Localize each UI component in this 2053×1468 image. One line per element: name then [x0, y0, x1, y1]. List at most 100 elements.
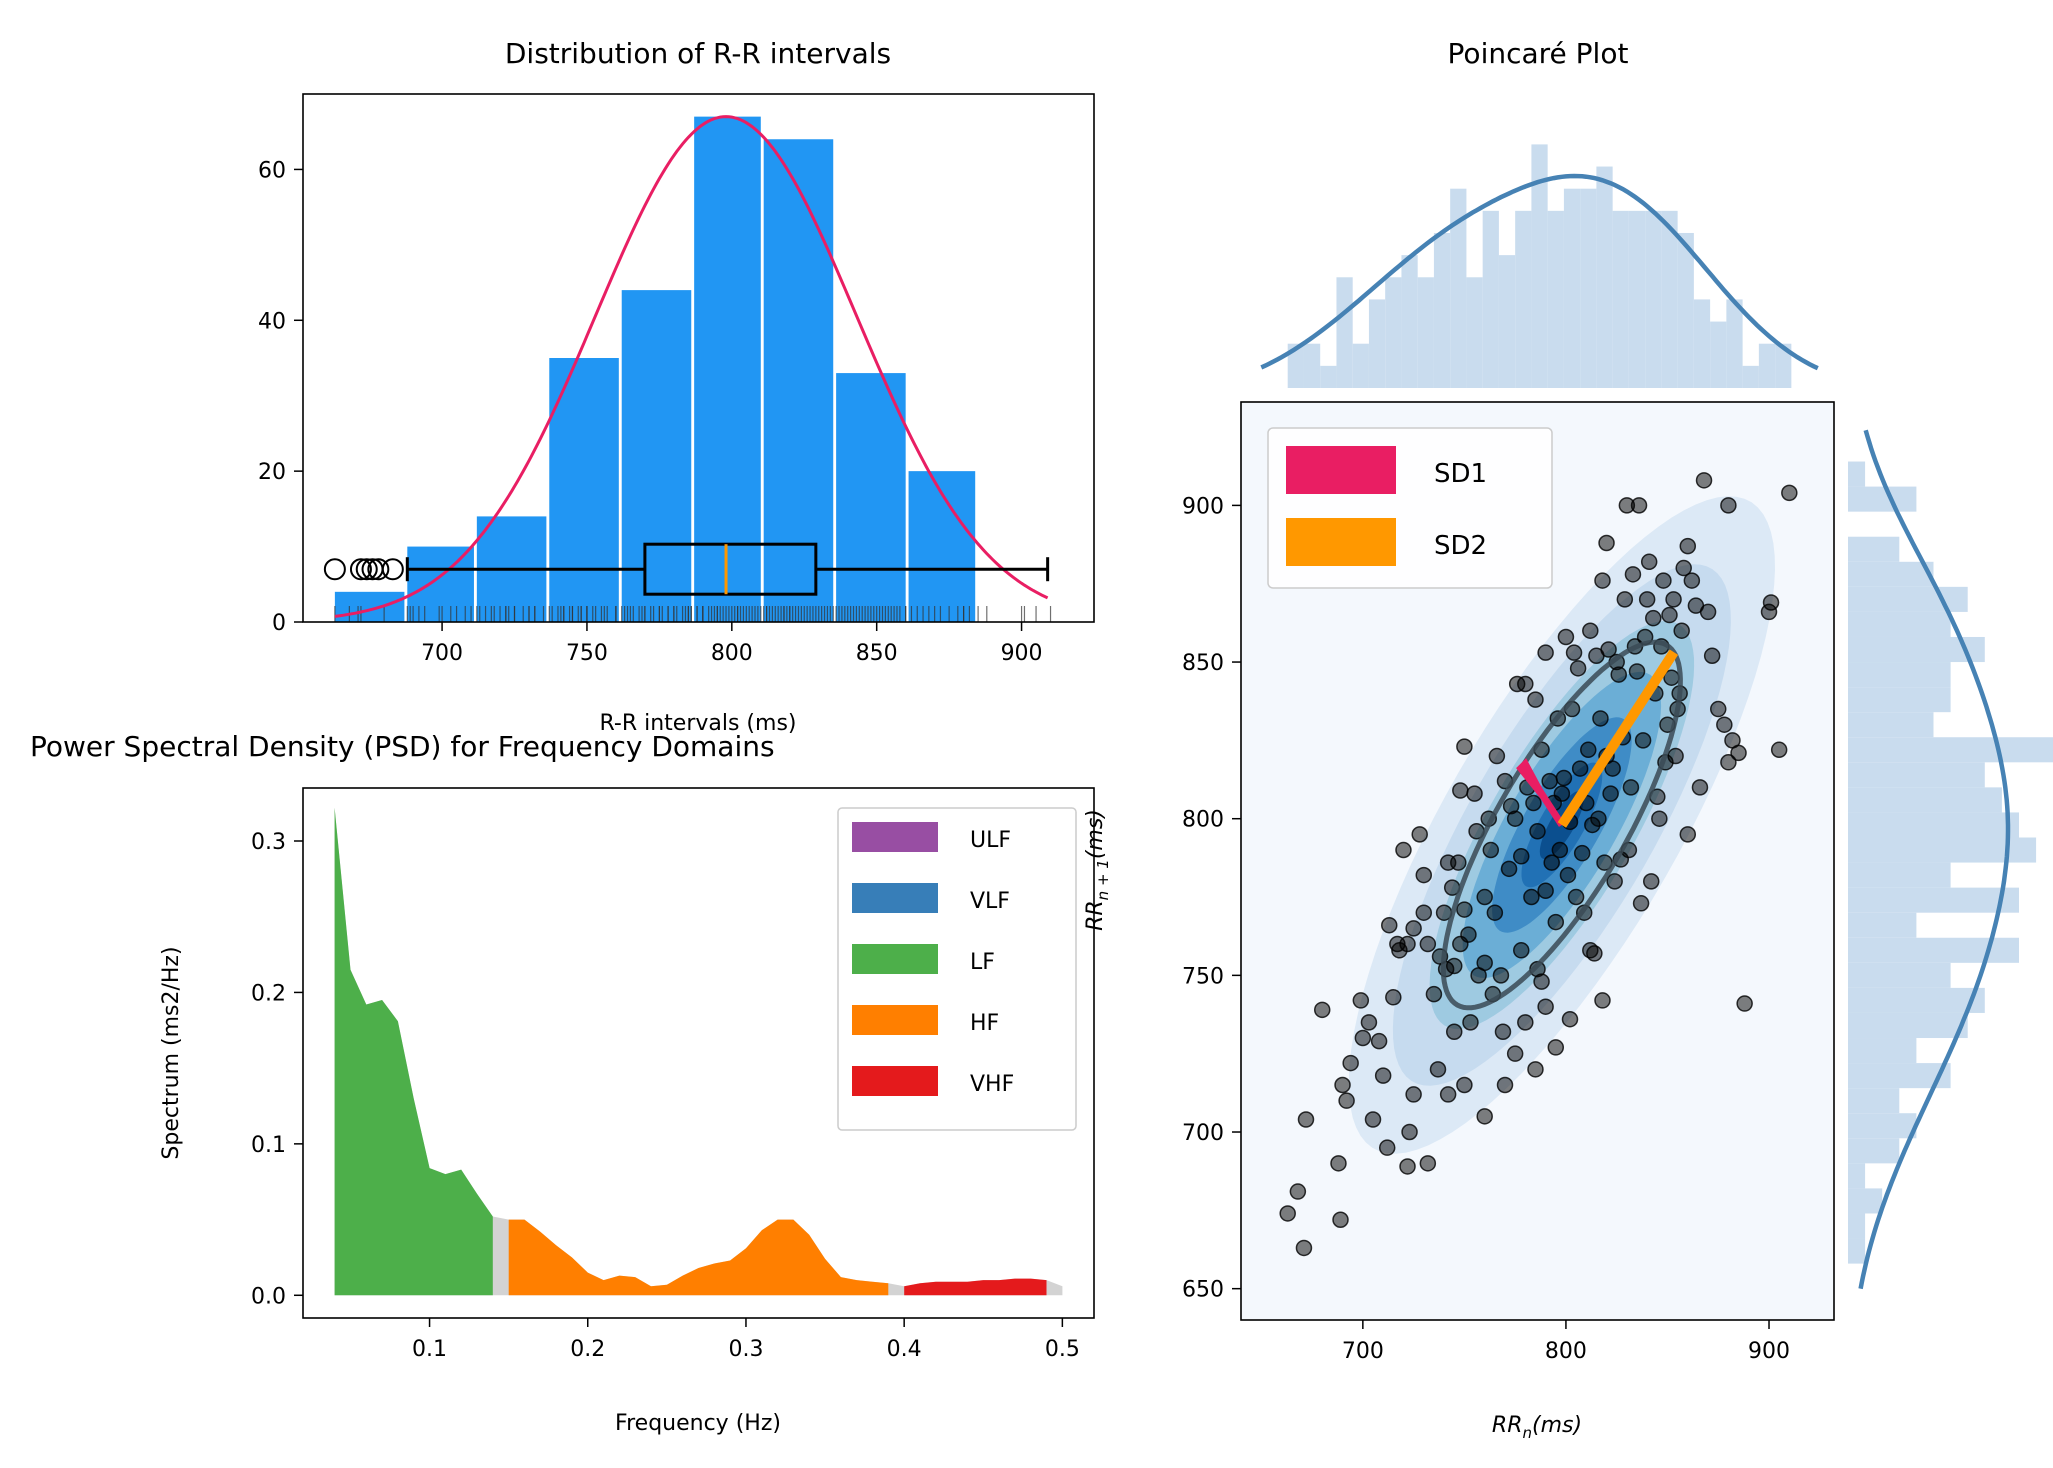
hist-bar-6	[763, 139, 834, 622]
point-120	[1632, 895, 1650, 912]
point-25	[1411, 826, 1428, 843]
hist-ytick-label-3: 60	[258, 158, 286, 183]
point-5	[1330, 1155, 1347, 1172]
point-146	[1695, 472, 1713, 489]
point-4	[1313, 1001, 1331, 1019]
psd-ytick-label-3: 0.3	[251, 830, 286, 855]
top-hist-bar-23	[1645, 210, 1662, 388]
psd-ytick-label-2: 0.2	[251, 981, 286, 1006]
point-89	[1569, 660, 1587, 677]
poincare-y-label: RRn + 1(ms)	[1083, 809, 1112, 931]
right-hist-bar-13	[1848, 937, 2019, 963]
point-142	[1679, 826, 1697, 843]
point-40	[1452, 782, 1469, 799]
hist-xtick-label-2: 800	[711, 641, 753, 666]
point-118	[1628, 663, 1646, 680]
point-156	[1762, 594, 1780, 611]
point-56	[1494, 1023, 1512, 1041]
psd-chart: Power Spectral Density (PSD) for Frequen…	[30, 730, 1095, 1436]
point-112	[1616, 591, 1634, 608]
point-126	[1645, 609, 1662, 627]
top-hist-bar-12	[1466, 277, 1483, 388]
hist-bar-1	[407, 546, 474, 622]
right-hist-bar-6	[1848, 1113, 1917, 1139]
top-hist-bar-7	[1385, 277, 1402, 388]
psd-xtick-label-0: 0.1	[412, 1337, 447, 1362]
legend-swatch-ulf	[852, 822, 938, 852]
hist-bar-3	[549, 358, 619, 622]
point-51	[1482, 841, 1500, 859]
psd-ytick-label-1: 0.1	[251, 1133, 286, 1158]
top-hist-bar-17	[1547, 210, 1564, 388]
right-hist-bar-32	[1848, 461, 1866, 487]
point-153	[1730, 744, 1747, 762]
point-168	[1517, 1014, 1534, 1031]
top-hist-bar-31	[1775, 343, 1792, 388]
right-hist-bar-14	[1848, 912, 1917, 938]
psd-ytick-label-0: 0.0	[251, 1284, 286, 1309]
poincare-title: Poincaré Plot	[1448, 37, 1629, 70]
point-91	[1573, 844, 1591, 862]
point-60	[1506, 810, 1524, 827]
top-hist-bar-10	[1433, 232, 1451, 388]
point-78	[1547, 913, 1565, 931]
point-15	[1374, 1067, 1392, 1084]
right-hist-bar-15	[1848, 887, 2019, 913]
sd2-line	[1557, 649, 1679, 828]
point-64	[1517, 675, 1534, 693]
top-hist-bar-1	[1287, 343, 1304, 388]
right-hist-bar-2	[1848, 1213, 1866, 1239]
point-94	[1580, 741, 1597, 759]
point-121	[1634, 732, 1652, 749]
point-66	[1523, 888, 1540, 906]
right-hist-bar-23	[1848, 687, 1951, 713]
right-kde-curve	[1858, 429, 2011, 1290]
point-37	[1445, 957, 1463, 975]
hist-xtick-label-4: 900	[1001, 641, 1043, 666]
hist-xtick-label-3: 850	[856, 641, 898, 666]
right-hist-bar-3	[1848, 1188, 1883, 1214]
point-1	[1289, 1183, 1307, 1200]
right-hist-bar-18	[1848, 812, 2019, 838]
poinc-xtick-label-2: 900	[1748, 1339, 1790, 1364]
point-30	[1429, 1061, 1447, 1078]
point-27	[1415, 866, 1433, 884]
point-67	[1525, 794, 1542, 812]
point-157	[1770, 741, 1788, 759]
point-62	[1513, 848, 1530, 865]
scatter-points	[1279, 472, 1798, 1257]
hist-ytick-label-2: 40	[258, 309, 286, 334]
psd-legend: ULF VLF LF HF VHF	[837, 807, 1077, 1131]
point-131	[1655, 572, 1672, 589]
hist-title: Distribution of R-R intervals	[505, 37, 891, 70]
point-95	[1582, 622, 1599, 639]
top-hist-bar-22	[1628, 210, 1646, 388]
box	[643, 542, 818, 596]
right-hist-bar-12	[1848, 962, 1951, 988]
point-45	[1466, 785, 1483, 802]
point-71	[1533, 973, 1550, 990]
legend-label-sd1: SD1	[1434, 459, 1487, 489]
point-28	[1419, 935, 1437, 953]
point-145	[1691, 779, 1709, 796]
legend-label-sd2: SD2	[1434, 531, 1487, 561]
top-hist-bar-20	[1596, 166, 1613, 388]
point-75	[1541, 772, 1558, 790]
right-hist-bar-22	[1848, 712, 1934, 738]
right-hist-bar-24	[1848, 662, 1951, 688]
point-125	[1642, 873, 1660, 890]
right-hist-bar-19	[1848, 787, 2002, 813]
point-171	[1476, 1108, 1493, 1125]
top-hist-bar-29	[1742, 365, 1759, 388]
poinc-ytick-label-0: 650	[1182, 1278, 1224, 1303]
psd-band-vhf	[904, 1278, 1047, 1296]
top-hist-bar-30	[1758, 343, 1776, 388]
boxplot	[323, 542, 1050, 596]
point-2	[1295, 1239, 1313, 1257]
right-hist-bar-16	[1848, 862, 1951, 888]
point-14	[1370, 1032, 1388, 1050]
top-kde-curve	[1260, 173, 1819, 371]
top-hist-bar-15	[1515, 210, 1532, 388]
point-147	[1699, 603, 1717, 621]
